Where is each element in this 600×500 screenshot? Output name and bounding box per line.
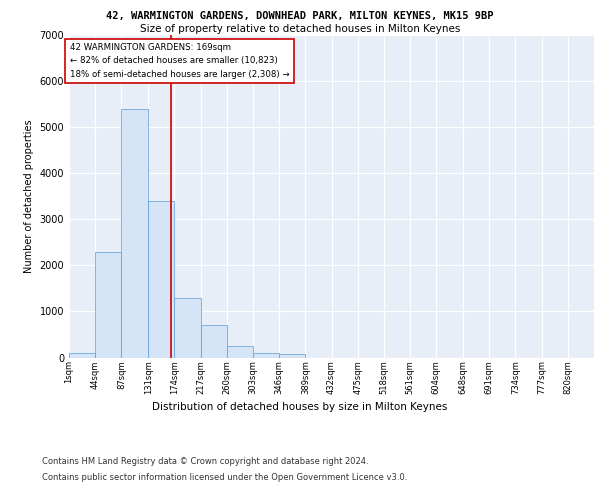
Bar [95, 252, 121, 358]
Text: Contains public sector information licensed under the Open Government Licence v3: Contains public sector information licen… [42, 472, 407, 482]
Text: 42 WARMINGTON GARDENS: 169sqm
← 82% of detached houses are smaller (10,823)
18% : 42 WARMINGTON GARDENS: 169sqm ← 82% of d… [70, 44, 289, 78]
Y-axis label: Number of detached properties: Number of detached properties [24, 120, 34, 273]
Bar [121, 108, 148, 358]
Text: 42, WARMINGTON GARDENS, DOWNHEAD PARK, MILTON KEYNES, MK15 9BP: 42, WARMINGTON GARDENS, DOWNHEAD PARK, M… [106, 11, 494, 21]
Bar [148, 201, 175, 358]
Bar [69, 353, 95, 358]
Bar [227, 346, 253, 358]
Bar [279, 354, 305, 358]
Text: Contains HM Land Registry data © Crown copyright and database right 2024.: Contains HM Land Registry data © Crown c… [42, 458, 368, 466]
Bar [200, 325, 227, 358]
Bar [253, 353, 279, 358]
Text: Distribution of detached houses by size in Milton Keynes: Distribution of detached houses by size … [152, 402, 448, 412]
Bar [175, 298, 200, 358]
Text: Size of property relative to detached houses in Milton Keynes: Size of property relative to detached ho… [140, 24, 460, 34]
